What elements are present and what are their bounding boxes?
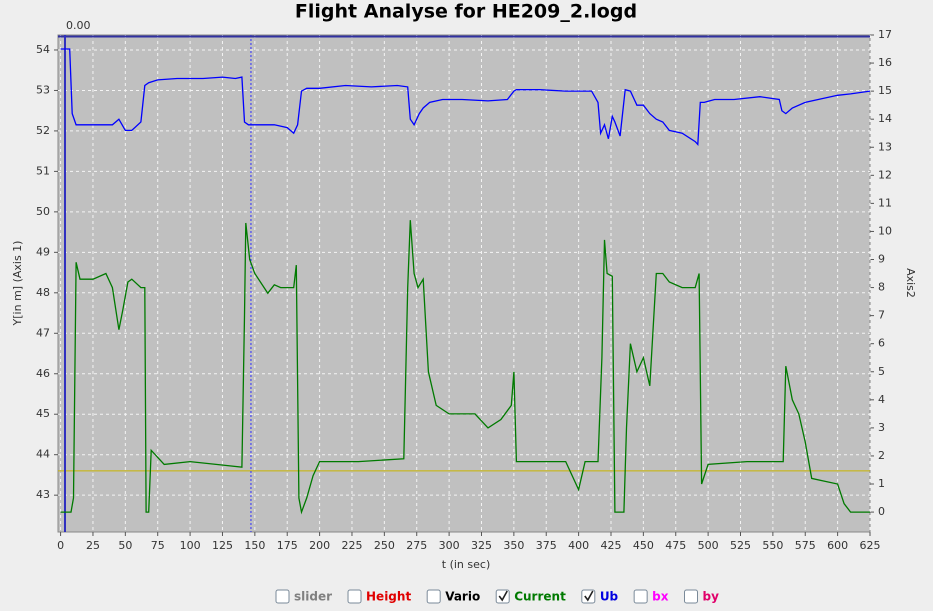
chart-title: Flight Analyse for HE209_2.logd: [295, 1, 637, 23]
legend-item[interactable]: bx: [633, 589, 669, 604]
x-tick-label: 150: [244, 539, 265, 552]
legend-label: Current: [514, 590, 566, 604]
y-tick-label: 43: [36, 488, 50, 501]
x-tick-label: 350: [503, 539, 524, 552]
y-tick-label: 45: [36, 407, 50, 420]
x-tick-label: 600: [827, 539, 848, 552]
x-tick-label: 375: [536, 539, 557, 552]
y2-tick-label: 2: [878, 449, 885, 462]
legend-checkbox: [633, 589, 648, 604]
legend-checkbox: [275, 589, 290, 604]
x-tick-label: 75: [151, 539, 165, 552]
legend-item[interactable]: Ub: [581, 589, 619, 604]
x-tick-label: 550: [762, 539, 783, 552]
y2-tick-label: 8: [878, 281, 885, 294]
y-tick-label: 51: [36, 164, 50, 177]
legend-item[interactable]: Vario: [426, 589, 480, 604]
y2-tick-label: 9: [878, 253, 885, 266]
legend-checkbox: [684, 589, 698, 604]
plot-area: [57, 34, 871, 533]
y2-tick-label: 3: [878, 421, 885, 434]
check-mark: [498, 590, 508, 602]
y-tick-label: 48: [36, 286, 50, 299]
series-line: [60, 48, 871, 146]
y-tick-label: 53: [36, 83, 50, 96]
y-tick-label: 46: [36, 367, 50, 380]
y2-tick-label: 10: [878, 224, 892, 237]
y2-tick-label: 4: [878, 393, 885, 406]
legend-item[interactable]: slider: [275, 589, 332, 604]
y-tick-label: 44: [36, 448, 50, 461]
y2-tick-label: 12: [878, 168, 892, 181]
x-tick-label: 225: [341, 539, 362, 552]
legend-item[interactable]: Height: [347, 589, 411, 604]
series-line: [60, 220, 870, 515]
y2-tick-label: 15: [878, 84, 892, 97]
x-tick-label: 500: [698, 539, 719, 552]
x-tick-label: 425: [600, 539, 621, 552]
legend-checkbox: [347, 589, 362, 604]
slider-label: 0.00: [66, 19, 91, 32]
x-tick-label: 25: [86, 539, 100, 552]
y-tick-label: 52: [36, 124, 50, 137]
y-tick-label: 49: [36, 245, 50, 258]
x-tick-label: 325: [471, 539, 492, 552]
x-tick-label: 100: [180, 539, 201, 552]
y-tick-label: 50: [36, 205, 50, 218]
y2-axis-title: Axis2: [904, 268, 917, 298]
x-tick-label: 250: [374, 539, 395, 552]
y2-tick-label: 14: [878, 112, 892, 125]
y-tick-label: 54: [36, 43, 50, 56]
y2-tick-label: 1: [878, 477, 885, 490]
legend-label: by: [703, 590, 720, 604]
legend-item[interactable]: by: [684, 589, 720, 604]
x-tick-label: 50: [118, 539, 132, 552]
x-tick-label: 175: [277, 539, 298, 552]
y2-tick-label: 7: [878, 309, 885, 322]
x-tick-label: 400: [568, 539, 589, 552]
x-tick-label: 300: [439, 539, 460, 552]
x-tick-label: 0: [57, 539, 64, 552]
y2-tick-label: 0: [878, 505, 885, 518]
x-tick-label: 450: [633, 539, 654, 552]
y2-tick-label: 11: [878, 196, 892, 209]
legend-label: Ub: [600, 590, 619, 604]
x-tick-label: 125: [212, 539, 233, 552]
legend-label: bx: [652, 590, 669, 604]
y2-tick-label: 17: [878, 28, 892, 41]
legend-label: Vario: [445, 590, 480, 604]
y-tick-label: 47: [36, 326, 50, 339]
x-tick-label: 200: [309, 539, 330, 552]
x-tick-label: 575: [795, 539, 816, 552]
x-tick-label: 625: [860, 539, 881, 552]
y2-tick-label: 13: [878, 140, 892, 153]
y2-tick-label: 6: [878, 337, 885, 350]
x-tick-label: 275: [406, 539, 427, 552]
y-axis-title: Y[in m] (Axis 1): [11, 241, 24, 327]
x-tick-label: 525: [730, 539, 751, 552]
y2-tick-label: 16: [878, 56, 892, 69]
x-tick-label: 475: [665, 539, 686, 552]
legend-checkbox: [426, 589, 441, 604]
x-axis-title: t (in sec): [442, 558, 490, 571]
legend-item[interactable]: Current: [495, 589, 566, 604]
legend-label: slider: [294, 590, 332, 604]
check-mark: [584, 590, 594, 602]
y2-tick-label: 5: [878, 365, 885, 378]
legend-label: Height: [366, 590, 411, 604]
